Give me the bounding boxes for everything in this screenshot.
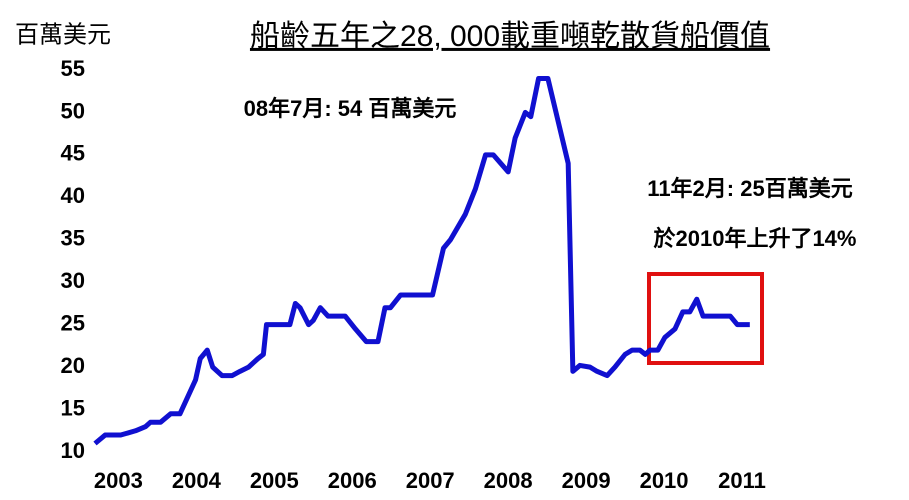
y-tick-label: 40 [61, 183, 85, 208]
x-tick-label: 2010 [640, 468, 689, 493]
x-tick-label: 2003 [94, 468, 143, 493]
y-tick-label: 20 [61, 353, 85, 378]
y-tick-label: 35 [61, 226, 85, 251]
annotation: 於2010年上升了14% [654, 226, 857, 251]
y-axis-label: 百萬美元 [15, 21, 111, 48]
line [93, 75, 750, 446]
x-tick-label: 2007 [406, 468, 455, 493]
y-tick-label: 55 [61, 56, 85, 81]
x-tick-label: 2011 [718, 468, 766, 493]
y-tick-label: 50 [61, 98, 85, 123]
y-tick-label: 15 [61, 395, 85, 420]
annotation: 11年2月: 25百萬美元 [647, 176, 852, 201]
y-tick-label: 45 [61, 141, 85, 166]
y-tick-label: 30 [61, 268, 85, 293]
y-tick-label: 25 [61, 310, 85, 335]
annotation: 08年7月: 54 百萬美元 [244, 96, 457, 121]
x-tick-label: 2004 [172, 468, 222, 493]
x-tick-label: 2006 [328, 468, 377, 493]
x-tick-label: 2005 [250, 468, 299, 493]
y-tick-label: 10 [61, 438, 85, 463]
chart-title: 船齡五年之28, 000載重噸乾散貨船價值 [250, 20, 770, 53]
x-tick-label: 2008 [484, 468, 533, 493]
x-tick-label: 2009 [562, 468, 611, 493]
highlight-box [647, 272, 764, 365]
